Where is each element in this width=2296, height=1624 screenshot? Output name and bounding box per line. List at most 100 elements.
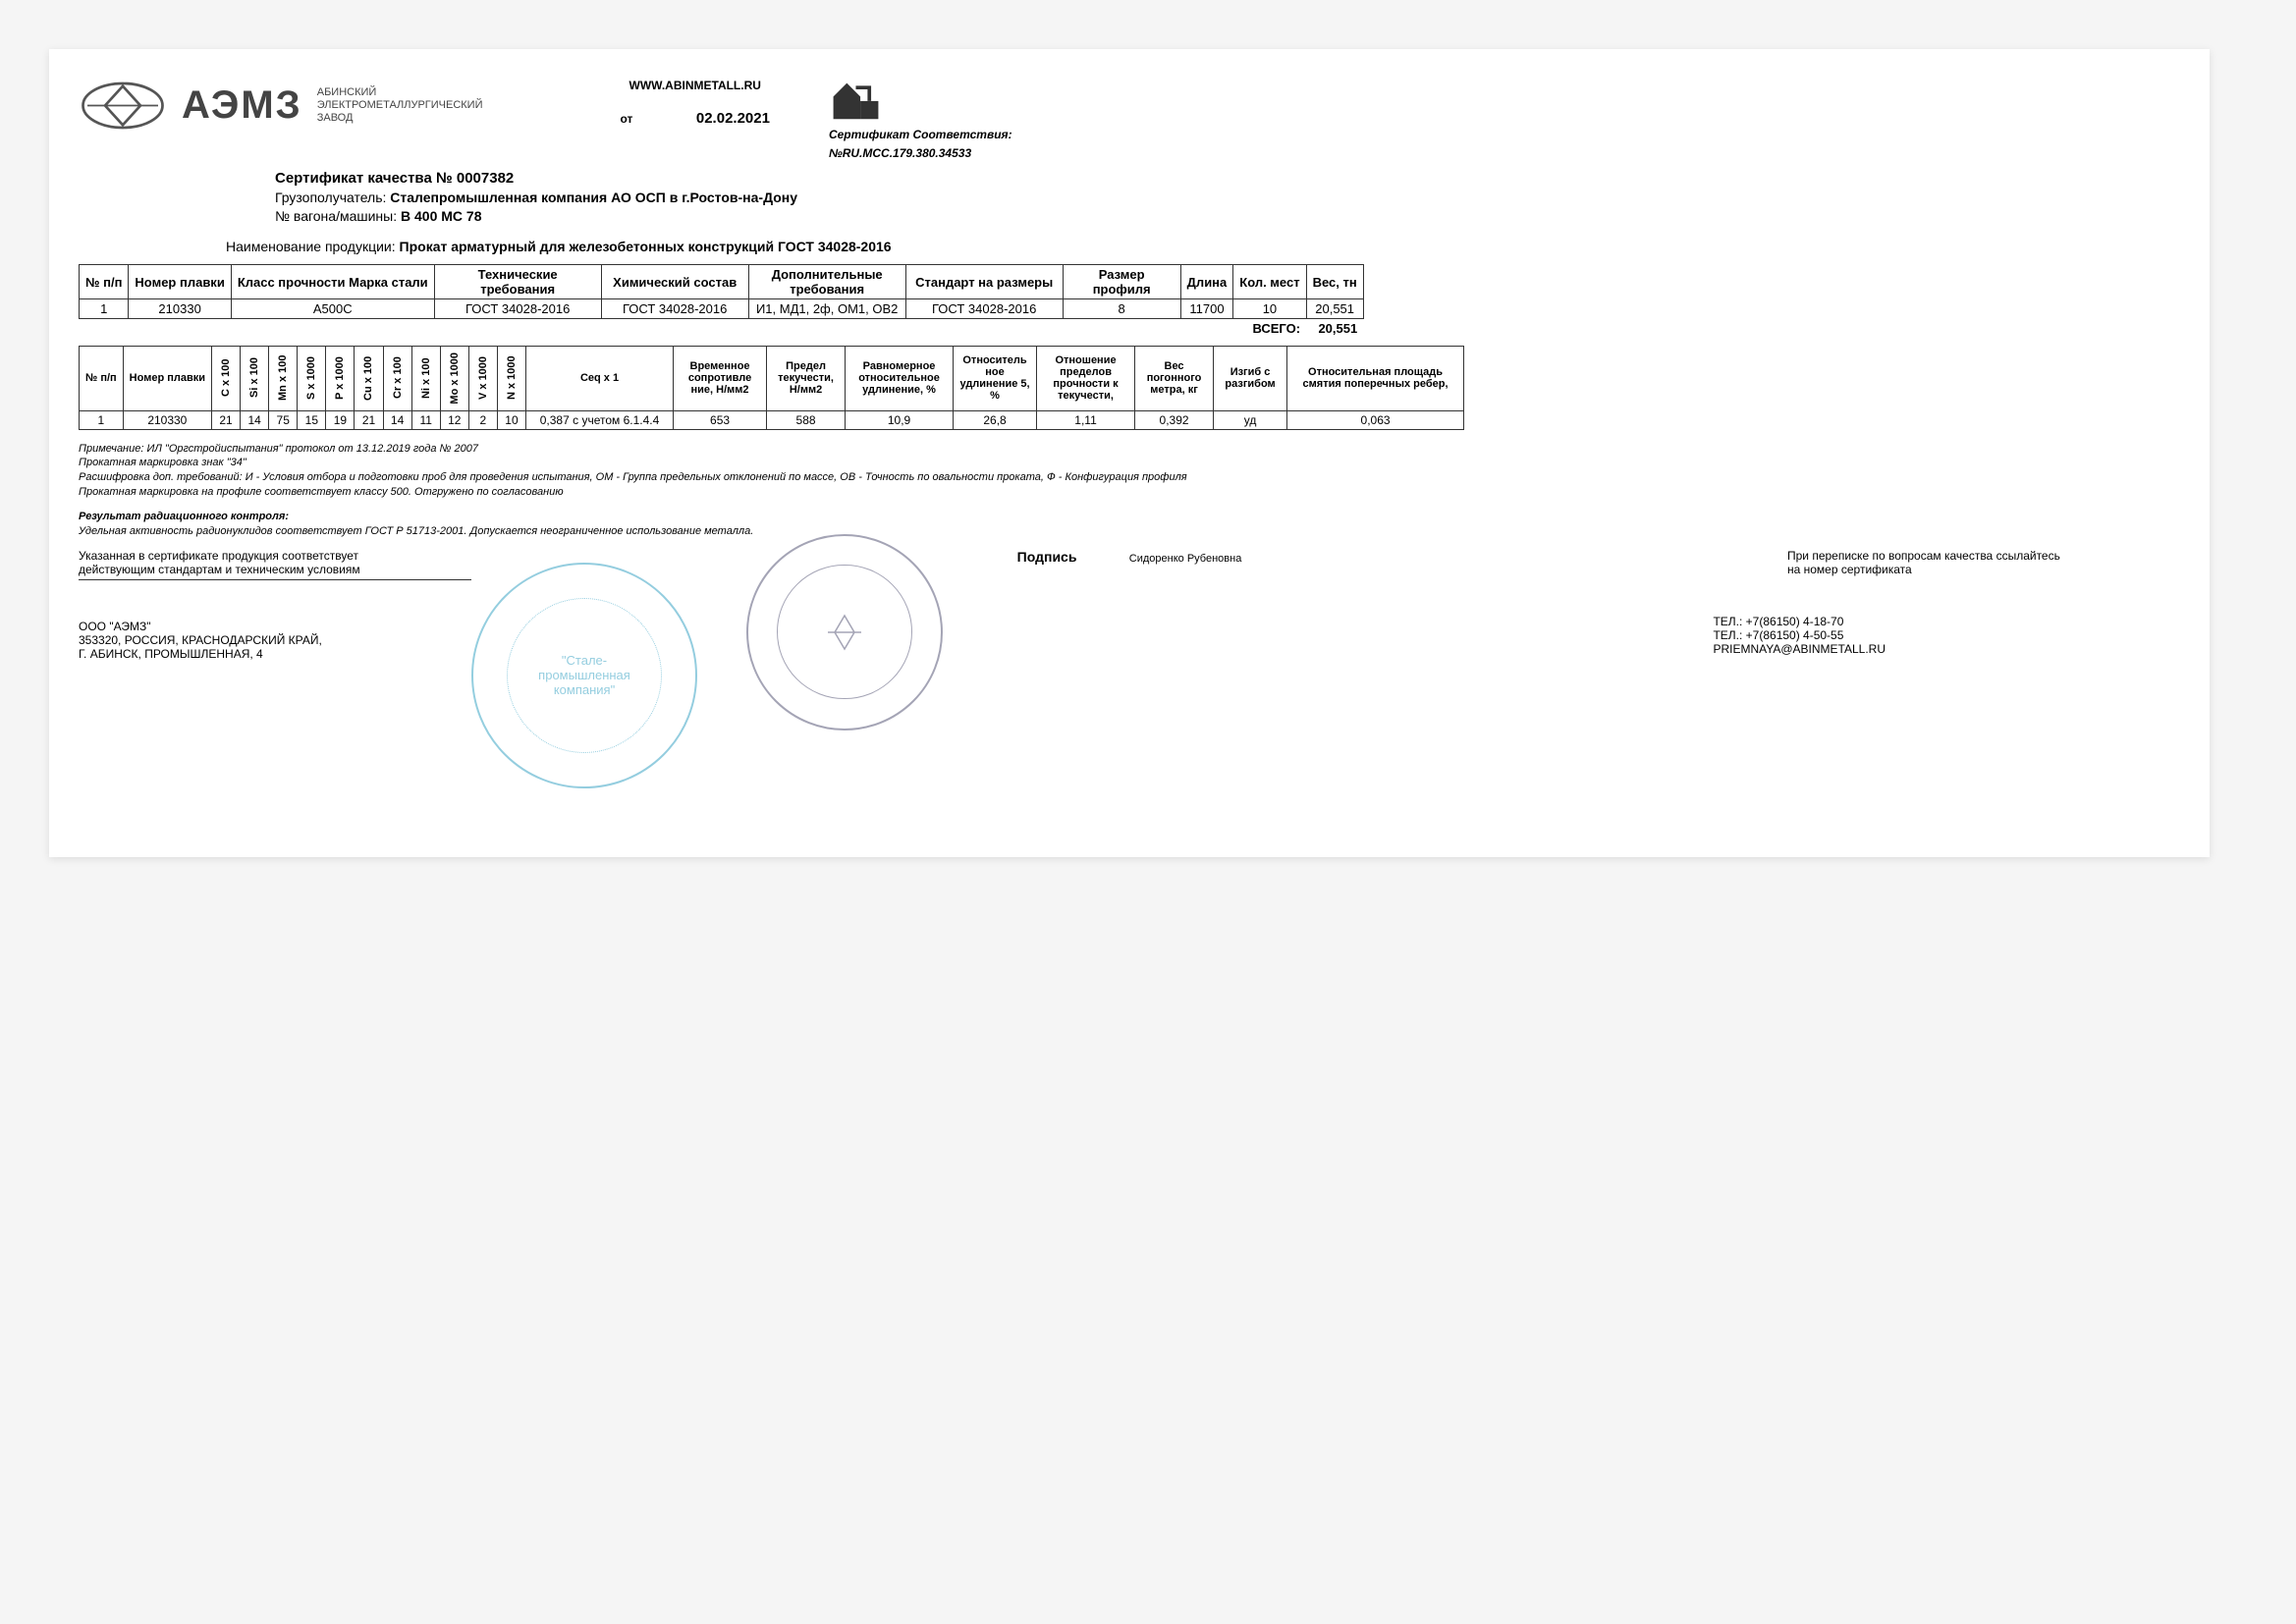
- td: ГОСТ 34028-2016: [601, 299, 748, 319]
- chem-n: N x 1000: [504, 349, 519, 407]
- chem-cr: Cr x 100: [390, 349, 406, 407]
- chem-mn: Mn x 100: [275, 349, 291, 407]
- contact-block: ТЕЛ.: +7(86150) 4-18-70 ТЕЛ.: +7(86150) …: [1713, 615, 1886, 661]
- td: 10: [1233, 299, 1306, 319]
- th-npp: № п/п: [80, 265, 129, 299]
- sig-left: Указанная в сертификате продукция соотве…: [79, 549, 471, 580]
- th-izgib: Изгиб с разгибом: [1214, 347, 1287, 411]
- th-size: Размер профиля: [1063, 265, 1180, 299]
- td: 11700: [1180, 299, 1233, 319]
- sig-right: При переписке по вопросам качества ссыла…: [1787, 549, 2180, 576]
- summary-table: № п/п Номер плавки Класс прочности Марка…: [79, 264, 1364, 338]
- td: 21: [355, 410, 383, 429]
- sig-left-1: Указанная в сертификате продукция соотве…: [79, 549, 471, 563]
- stamp-2-icon: "Стале- промышленная компания": [471, 563, 697, 788]
- cert-title-label: Сертификат качества №: [275, 170, 453, 187]
- td: 12: [440, 410, 468, 429]
- chem-ni: Ni x 100: [418, 349, 434, 407]
- th-npp: № п/п: [80, 347, 124, 411]
- td: 588: [767, 410, 846, 429]
- td: ГОСТ 34028-2016: [434, 299, 601, 319]
- chem-s: S x 1000: [303, 349, 319, 407]
- consignee-value: Сталепромышленная компания АО ОСП в г.Ро…: [390, 189, 797, 205]
- th-chem: Ni x 100: [411, 347, 440, 411]
- td: 2: [468, 410, 497, 429]
- product-value: Прокат арматурный для железобетонных кон…: [400, 239, 892, 254]
- td: 14: [383, 410, 411, 429]
- note-3: Расшифровка доп. требований: И - Условия…: [79, 470, 2180, 485]
- table-header-row: № п/п Номер плавки Класс прочности Марка…: [80, 265, 1364, 299]
- table-row: 1 210330 А500С ГОСТ 34028-2016 ГОСТ 3402…: [80, 299, 1364, 319]
- td: 21: [212, 410, 241, 429]
- td: 26,8: [954, 410, 1037, 429]
- td: 11: [411, 410, 440, 429]
- website: WWW.ABINMETALL.RU: [621, 79, 770, 92]
- company-block: АЭМЗ АБИНСКИЙ ЭЛЕКТРОМЕТАЛЛУРГИЧЕСКИЙ ЗА…: [79, 79, 483, 133]
- ot-label: от: [621, 112, 633, 126]
- table-header-row: № п/п Номер плавки C x 100 Si x 100 Mn x…: [80, 347, 1464, 411]
- td: уд: [1214, 410, 1287, 429]
- consignee-line: Грузополучатель: Сталепромышленная компа…: [275, 189, 2180, 205]
- footer-addr-1: 353320, РОССИЯ, КРАСНОДАРСКИЙ КРАЙ,: [79, 633, 322, 647]
- note-4: Прокатная маркировка на профиле соответс…: [79, 485, 2180, 500]
- td: 10,9: [846, 410, 954, 429]
- th-chem: V x 1000: [468, 347, 497, 411]
- td: 653: [674, 410, 767, 429]
- sig-left-2: действующим стандартам и техническим усл…: [79, 563, 471, 576]
- th-chem: Cr x 100: [383, 347, 411, 411]
- th-vrem: Временное сопротивле ние, Н/мм2: [674, 347, 767, 411]
- signer-name: Сидоренко Рубеновна: [1129, 553, 1242, 565]
- cert-date: 02.02.2021: [696, 110, 770, 127]
- table-row: 1 210330 21 14 75 15 19 21 14 11 12 2 10…: [80, 410, 1464, 429]
- th-ves: Вес погонного метра, кг: [1135, 347, 1214, 411]
- th-chem: Mo x 1000: [440, 347, 468, 411]
- wagon-value: В 400 МС 78: [401, 208, 481, 224]
- footer-address: ООО "АЭМЗ" 353320, РОССИЯ, КРАСНОДАРСКИЙ…: [79, 620, 322, 661]
- cert-date-block: WWW.ABINMETALL.RU от 02.02.2021: [621, 79, 770, 128]
- td: 75: [269, 410, 298, 429]
- td: 0,392: [1135, 410, 1214, 429]
- certificate-page: АЭМЗ АБИНСКИЙ ЭЛЕКТРОМЕТАЛЛУРГИЧЕСКИЙ ЗА…: [49, 49, 2210, 857]
- signature-row: Указанная в сертификате продукция соотве…: [79, 549, 2180, 580]
- td: 1: [80, 410, 124, 429]
- detail-table: № п/п Номер плавки C x 100 Si x 100 Mn x…: [79, 346, 1464, 430]
- th-class: Класс прочности Марка стали: [231, 265, 434, 299]
- td: 1: [80, 299, 129, 319]
- th-chem: Cu x 100: [355, 347, 383, 411]
- td: 1,11: [1037, 410, 1135, 429]
- th-std: Стандарт на размеры: [905, 265, 1063, 299]
- th-plavka: Номер плавки: [129, 265, 231, 299]
- chem-v: V x 1000: [475, 349, 491, 407]
- td: 20,551: [1306, 299, 1363, 319]
- company-logo-icon: [79, 79, 167, 133]
- chem-c: C x 100: [218, 349, 234, 407]
- header: АЭМЗ АБИНСКИЙ ЭЛЕКТРОМЕТАЛЛУРГИЧЕСКИЙ ЗА…: [79, 79, 2180, 160]
- th-qty: Кол. мест: [1233, 265, 1306, 299]
- wagon-label: № вагона/машины:: [275, 208, 397, 224]
- rad-title: Результат радиационного контроля:: [79, 511, 289, 522]
- td: 0,063: [1287, 410, 1464, 429]
- total-row: ВСЕГО: 20,551: [80, 319, 1364, 339]
- note-2: Прокатная маркировка знак "34": [79, 456, 2180, 470]
- product-label: Наименование продукции:: [226, 239, 396, 254]
- stamp-1-icon: [746, 534, 943, 731]
- chem-p: P x 1000: [332, 349, 348, 407]
- product-line: Наименование продукции: Прокат арматурны…: [226, 239, 2180, 254]
- th-tech: Технические требования: [434, 265, 601, 299]
- th-predel: Предел текучести, Н/мм2: [767, 347, 846, 411]
- company-name: АЭМЗ: [182, 83, 302, 128]
- td: 15: [298, 410, 326, 429]
- note-1: Примечание: ИЛ "Оргстройиспытания" прото…: [79, 442, 2180, 457]
- footer-addr-2: Г. АБИНСК, ПРОМЫШЛЕННАЯ, 4: [79, 647, 322, 661]
- company-sub-1: АБИНСКИЙ: [317, 86, 483, 99]
- chem-cu: Cu x 100: [360, 349, 376, 407]
- th-len: Длина: [1180, 265, 1233, 299]
- cert-conf-number: №RU.МСС.179.380.34533: [829, 146, 1012, 160]
- sig-mid: Подпись Сидоренко Рубеновна: [933, 549, 1326, 565]
- chem-mo: Mo x 1000: [447, 349, 463, 408]
- cert-number: 0007382: [457, 170, 514, 187]
- th-chem: P x 1000: [326, 347, 355, 411]
- th-otnos: Относитель ное удлинение 5, %: [954, 347, 1037, 411]
- footer-company: ООО "АЭМЗ": [79, 620, 322, 633]
- td: 0,387 с учетом 6.1.4.4: [526, 410, 674, 429]
